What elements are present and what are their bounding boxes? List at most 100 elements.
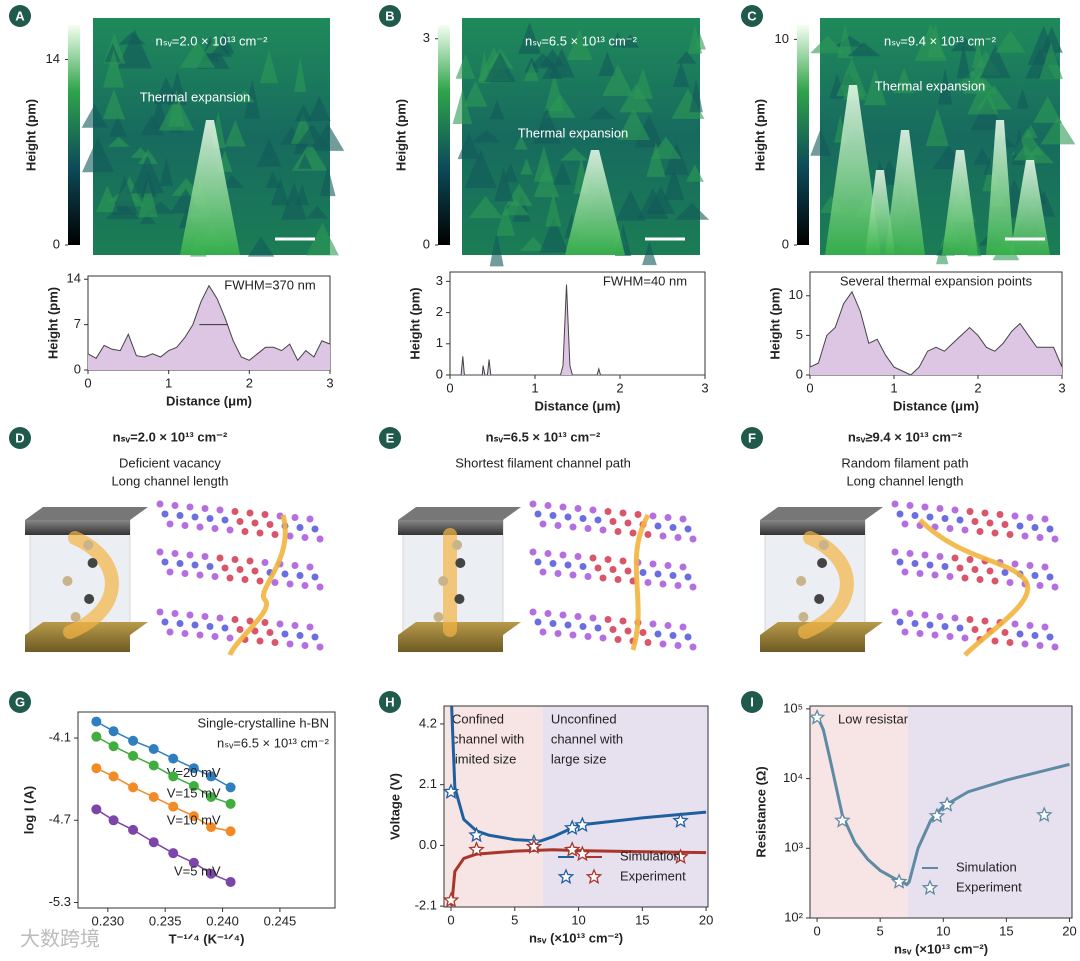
atom bbox=[684, 633, 692, 641]
point bbox=[91, 763, 102, 774]
atom bbox=[956, 516, 964, 524]
atom bbox=[1051, 535, 1059, 543]
terrain bbox=[179, 41, 216, 68]
x-tick-label: 1 bbox=[531, 380, 538, 395]
map-note: Thermal expansion bbox=[518, 125, 629, 140]
point bbox=[168, 753, 179, 764]
y-tick-label: 10³ bbox=[784, 840, 803, 855]
terrain bbox=[687, 24, 703, 54]
vacancy bbox=[84, 594, 95, 604]
terrain bbox=[494, 167, 514, 202]
point bbox=[168, 848, 179, 859]
area-fill bbox=[450, 284, 705, 375]
colorbar-tick-label: 10 bbox=[775, 31, 789, 46]
atom bbox=[624, 519, 632, 527]
atom bbox=[971, 518, 979, 525]
atom bbox=[271, 639, 279, 646]
terrain bbox=[306, 222, 339, 256]
terrain bbox=[224, 120, 246, 147]
atom bbox=[896, 558, 904, 566]
point bbox=[108, 815, 119, 826]
atom bbox=[256, 637, 264, 645]
terrain bbox=[533, 145, 554, 182]
x-tick-label: 1 bbox=[165, 375, 172, 390]
atom bbox=[674, 642, 682, 649]
atom bbox=[261, 619, 269, 626]
atom bbox=[161, 510, 169, 518]
terrain bbox=[294, 104, 313, 122]
map-title: nₛᵥ=9.4 × 10¹³ cm⁻² bbox=[884, 33, 997, 48]
atom bbox=[649, 620, 657, 628]
point bbox=[148, 791, 159, 802]
x-tick-label: 0.230 bbox=[92, 913, 125, 928]
vacancy bbox=[62, 576, 73, 586]
atom bbox=[251, 519, 259, 527]
terrain bbox=[837, 24, 854, 59]
atom bbox=[674, 582, 682, 589]
point bbox=[108, 741, 119, 752]
atom bbox=[599, 574, 607, 582]
terrain bbox=[153, 77, 179, 105]
atom bbox=[564, 621, 572, 629]
atom bbox=[559, 551, 567, 559]
atom bbox=[271, 579, 279, 586]
terrain bbox=[588, 106, 617, 120]
atom bbox=[654, 630, 662, 638]
area-fill bbox=[88, 285, 330, 370]
expansion-peak bbox=[180, 120, 240, 255]
terrain bbox=[457, 132, 481, 160]
atom bbox=[291, 514, 299, 521]
terrain bbox=[514, 135, 528, 150]
expansion-peak bbox=[865, 170, 895, 255]
terrain bbox=[894, 67, 915, 94]
atom bbox=[301, 642, 309, 649]
atom bbox=[1021, 640, 1029, 648]
atom bbox=[306, 623, 314, 631]
terrain bbox=[560, 147, 589, 161]
simulation-curve bbox=[815, 715, 1070, 887]
point bbox=[206, 868, 217, 879]
atom bbox=[956, 624, 964, 632]
atom bbox=[609, 566, 617, 573]
colorbar bbox=[438, 25, 450, 245]
atom bbox=[201, 613, 209, 620]
terrain bbox=[553, 161, 572, 185]
schematic-line: Deficient vacancy bbox=[119, 455, 221, 470]
point bbox=[108, 726, 119, 737]
region-label: large size bbox=[551, 751, 607, 766]
terrain bbox=[452, 89, 473, 124]
atom bbox=[936, 553, 944, 560]
atom bbox=[569, 523, 577, 531]
atom bbox=[911, 512, 919, 519]
atom bbox=[166, 568, 174, 576]
atom bbox=[684, 525, 692, 533]
terrain bbox=[139, 212, 156, 224]
terrain bbox=[496, 204, 516, 236]
atom bbox=[291, 562, 299, 569]
experiment-star bbox=[442, 891, 460, 908]
atom bbox=[1026, 562, 1034, 569]
atom bbox=[1016, 522, 1024, 530]
atom bbox=[256, 577, 264, 585]
atom bbox=[166, 520, 174, 528]
atom bbox=[569, 631, 577, 639]
atom bbox=[644, 579, 652, 586]
atom bbox=[614, 528, 622, 535]
x-tick-label: 0 bbox=[813, 923, 820, 938]
y-axis-label: Resistance (Ω) bbox=[753, 766, 768, 857]
panel-badge bbox=[9, 427, 31, 449]
terrain bbox=[109, 115, 127, 137]
atom bbox=[559, 503, 567, 511]
legend-label: Simulation bbox=[620, 848, 681, 863]
y-tick-label: 5 bbox=[796, 327, 803, 342]
experiment-star bbox=[525, 838, 543, 854]
x-tick-label: 15 bbox=[999, 923, 1013, 938]
atom bbox=[941, 563, 949, 570]
panel-badge bbox=[379, 691, 401, 713]
atom bbox=[926, 513, 934, 521]
point bbox=[91, 716, 102, 727]
terrain bbox=[617, 108, 651, 140]
x-tick-label: 1 bbox=[890, 380, 897, 395]
atom bbox=[916, 630, 924, 637]
